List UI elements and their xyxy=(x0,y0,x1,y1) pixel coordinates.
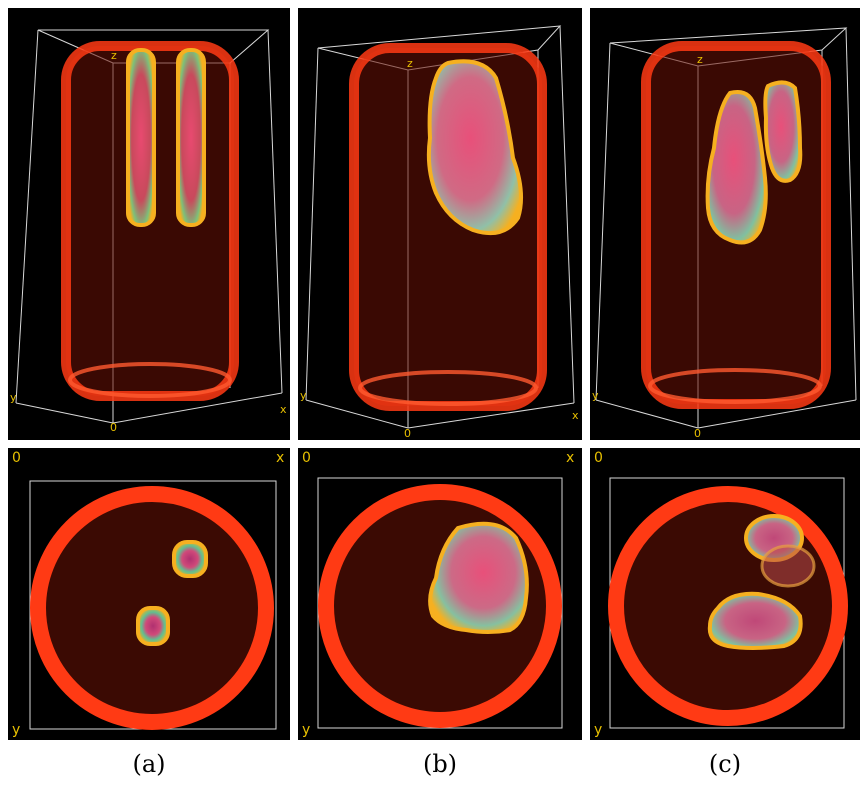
panel-c-top-view: 0 y xyxy=(590,448,860,740)
volume-render-a-3d xyxy=(15,29,283,424)
merged-blob xyxy=(426,59,524,235)
caption-b: (b) xyxy=(422,750,458,778)
volume-render-b-top xyxy=(317,477,563,729)
axis-label-y: y xyxy=(302,722,311,738)
axis-label-y: y xyxy=(594,722,603,738)
vessel-bottom-rim xyxy=(68,362,232,398)
axis-label-z: z xyxy=(697,53,703,66)
volume-render-c-3d xyxy=(595,27,857,429)
axis-label-y: y xyxy=(300,389,307,402)
panel-b-top-view: 0 y x xyxy=(298,448,582,740)
merged-blob xyxy=(428,521,529,634)
bubble-right xyxy=(763,80,803,183)
axis-label-origin: 0 xyxy=(110,421,117,434)
column-right xyxy=(176,48,206,227)
axis-label-x: x xyxy=(276,450,285,466)
axis-label-origin: 0 xyxy=(404,427,411,440)
axis-label-x: x xyxy=(572,409,579,422)
panel-b-3d: z y x 0 xyxy=(298,8,582,440)
axis-label-z: z xyxy=(111,49,117,62)
volume-render-a-top xyxy=(29,480,277,730)
caption-a: (a) xyxy=(132,750,166,778)
panel-a-top-view: 0 y x xyxy=(8,448,290,740)
bubble-top xyxy=(172,540,208,578)
axis-label-origin: 0 xyxy=(694,427,701,440)
bubble-bottom xyxy=(136,606,170,646)
volume-render-c-top xyxy=(608,477,848,729)
axis-label-y: y xyxy=(12,722,21,738)
axis-label-corner: 0 xyxy=(302,450,311,466)
panel-c-3d: z y 0 xyxy=(590,8,860,440)
vessel-bottom-rim xyxy=(648,368,822,404)
bubble-lower xyxy=(707,591,803,650)
axis-label-corner: 0 xyxy=(12,450,21,466)
axis-label-y: y xyxy=(10,391,17,404)
axis-label-y: y xyxy=(592,389,599,402)
bubble-upper-shadow xyxy=(760,544,816,588)
panel-a-3d: z y x 0 xyxy=(8,8,290,440)
axis-label-x: x xyxy=(566,450,575,466)
axis-label-x: x xyxy=(280,403,287,416)
volume-render-b-3d xyxy=(305,25,575,429)
bubble-left xyxy=(705,90,768,245)
caption-c: (c) xyxy=(708,750,742,778)
column-left xyxy=(126,48,156,227)
axis-label-z: z xyxy=(407,57,413,70)
vessel-bottom-rim xyxy=(358,370,538,406)
axis-label-corner: 0 xyxy=(594,450,603,466)
